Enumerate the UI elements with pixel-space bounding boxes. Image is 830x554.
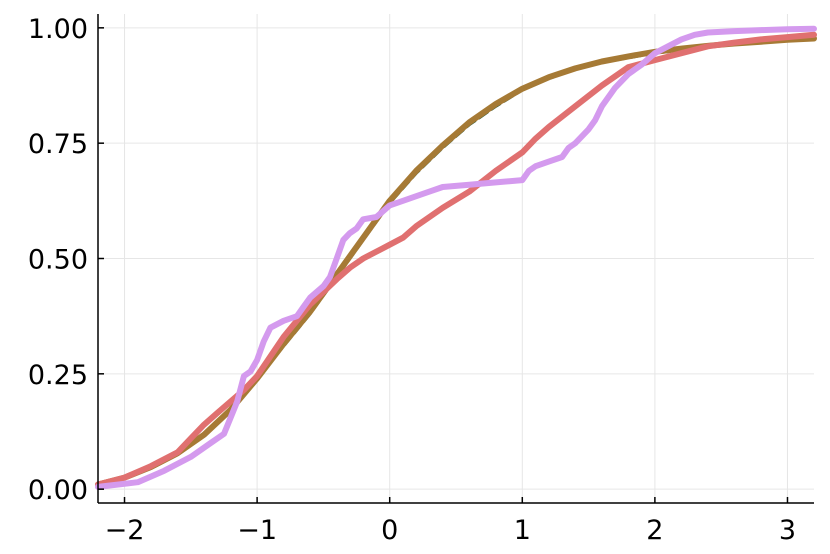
- series-line-3: [95, 31, 817, 488]
- x-tick-label: 0: [381, 515, 398, 546]
- x-tick-label: 3: [779, 515, 796, 546]
- y-tick-label: 0.25: [28, 360, 88, 391]
- series-line-4: [95, 25, 817, 490]
- y-ticks: 0.00 0.25 0.50 0.75 1.00: [28, 14, 104, 506]
- x-tick-label: 1: [514, 515, 531, 546]
- x-tick-label: 2: [646, 515, 663, 546]
- grid: [98, 14, 814, 503]
- x-tick-label: −1: [237, 515, 277, 546]
- series-line-2: [95, 35, 817, 488]
- x-ticks: −2 −1 0 1 2 3: [105, 497, 796, 546]
- series-line-1: [96, 37, 816, 486]
- y-tick-label: 0.00: [28, 475, 88, 506]
- x-tick-label: −2: [105, 515, 145, 546]
- series-group: [95, 25, 817, 490]
- y-tick-label: 1.00: [28, 14, 88, 45]
- y-tick-label: 0.50: [28, 245, 88, 276]
- y-tick-label: 0.75: [28, 129, 88, 160]
